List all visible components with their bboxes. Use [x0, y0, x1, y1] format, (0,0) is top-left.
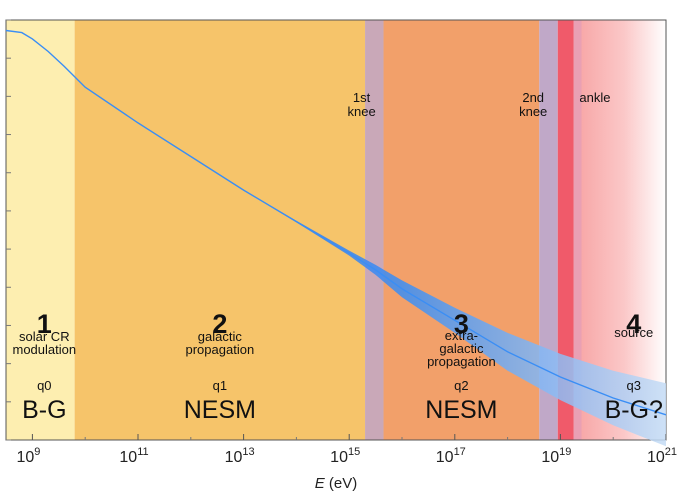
region-desc-2: galactic — [198, 329, 243, 344]
region-q-2: q1 — [213, 378, 227, 393]
region-q-3: q2 — [454, 378, 468, 393]
region-number-3: 3 — [454, 309, 469, 339]
region-number-2: 2 — [212, 309, 227, 339]
region-backgrounds — [5, 19, 667, 441]
region-desc-3: extra- — [445, 328, 478, 343]
x-tick-label: 1013 — [225, 446, 255, 466]
x-tick-label: 1011 — [119, 446, 148, 466]
x-axis-title: E (eV) — [315, 475, 358, 492]
marker-label-knee-2: knee — [519, 104, 547, 119]
region-1-band — [6, 20, 75, 440]
spectrum-band — [6, 30, 666, 447]
region-2-band — [74, 20, 366, 440]
region-desc-2: propagation — [186, 342, 255, 357]
region-number-4: 4 — [626, 309, 641, 339]
plot-frame — [5, 19, 667, 441]
marker-label-knee-2: 2nd — [522, 90, 544, 105]
region-desc-1: modulation — [13, 342, 77, 357]
transition-band-3 — [557, 20, 574, 440]
region-model-3: NESM — [425, 396, 497, 424]
spectrum-series — [5, 29, 667, 447]
transition-band-1 — [365, 20, 384, 440]
region-q-4: q3 — [627, 378, 641, 393]
x-tick-label: 1015 — [330, 446, 360, 466]
transition-band-4 — [573, 20, 582, 440]
region-model-1: B-G — [22, 396, 66, 424]
region-desc-1: solar CR — [19, 329, 70, 344]
marker-label-knee-1: knee — [347, 104, 375, 119]
x-tick-label: 1017 — [436, 446, 466, 466]
region-model-4: B-G? — [605, 396, 663, 424]
region-q-1: q0 — [37, 378, 51, 393]
spectrum-line — [5, 29, 667, 416]
x-tick-label: 1021 — [647, 446, 677, 466]
x-axis: 109 1011 1013 1015 1017 1019 1021 E (eV) — [6, 19, 677, 492]
region-desc-4: source — [614, 325, 653, 340]
region-model-2: NESM — [184, 396, 256, 424]
marker-label-knee-1: 1st — [353, 90, 371, 105]
region-number-1: 1 — [37, 309, 52, 339]
region-desc-3: propagation — [427, 354, 496, 369]
transition-band-2 — [539, 20, 558, 440]
x-tick-label: 1019 — [541, 446, 571, 466]
marker-label-ankle: ankle — [579, 90, 610, 105]
x-tick-label: 109 — [16, 446, 40, 466]
region-desc-3: galactic — [439, 341, 484, 356]
region-3-band — [383, 20, 540, 440]
